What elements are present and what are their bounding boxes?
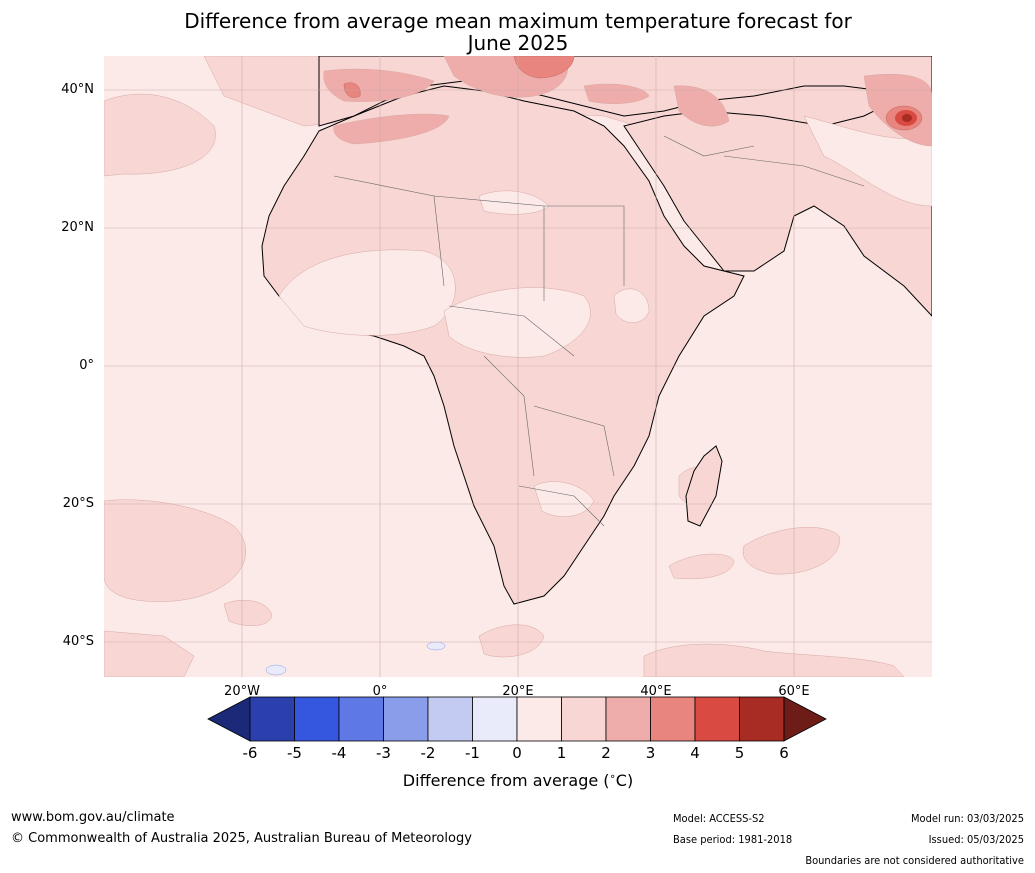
- colorbar-segment: [694, 696, 740, 742]
- anomaly-0-1-region: [803, 115, 932, 207]
- lat-label-0: 0°: [79, 358, 94, 373]
- colorbar-tick-label: 6: [779, 744, 789, 762]
- lon-label-60e: 60°E: [778, 684, 810, 699]
- ocean-anomaly-patch: [223, 600, 273, 626]
- lat-label-40s: 40°S: [62, 634, 94, 649]
- ocean-anomaly-patch: [668, 553, 735, 580]
- footer-site: www.bom.gov.au/climate: [11, 810, 175, 825]
- forecast-map: [104, 56, 932, 677]
- colorbar-segment: [383, 696, 429, 742]
- colorbar-tick-label: 5: [734, 744, 745, 762]
- anomaly-6-plus-hotspot: [902, 114, 912, 122]
- colorbar-segment: [427, 696, 473, 742]
- colorbar-tick-label: 4: [690, 744, 700, 762]
- colorbar-tick-label: -2: [420, 744, 436, 762]
- footer-copyright: © Commonwealth of Australia 2025, Austra…: [11, 831, 472, 846]
- map-panel: [104, 56, 932, 677]
- ocean-anomaly-patch: [742, 527, 840, 575]
- cool-anomaly-patch: [426, 641, 446, 651]
- anomaly-2-3-region: [583, 83, 650, 104]
- colorbar-segment: [338, 696, 384, 742]
- anomaly-0-1-region: [278, 249, 456, 336]
- colorbar-tick-label: 3: [645, 744, 656, 762]
- country-borders: [333, 135, 865, 527]
- cool-anomaly-patch: [265, 664, 287, 676]
- anomaly-0-1-region: [533, 481, 595, 517]
- colorbar-label: Difference from average (∘C): [402, 771, 634, 790]
- colorbar-segment: [561, 696, 607, 742]
- colorbar-tick-label: -3: [376, 744, 391, 762]
- ocean-anomaly-patch: [643, 643, 905, 677]
- anomaly-0-1-region: [613, 288, 650, 323]
- ocean-anomaly-patch: [478, 624, 545, 658]
- footer-model-run: Model run: 03/03/2025: [911, 812, 1024, 825]
- colorbar-extend-low: [207, 696, 251, 742]
- map-title: Difference from average mean maximum tem…: [104, 10, 932, 54]
- colorbar-tick-label: -5: [287, 744, 302, 762]
- lat-label-40n: 40°N: [61, 82, 94, 97]
- colorbar-extend-high: [783, 696, 827, 742]
- map-gridlines: [104, 56, 932, 677]
- anomaly-2-3-region: [673, 85, 730, 127]
- colorbar-segment: [294, 696, 340, 742]
- colorbar-segment: [605, 696, 651, 742]
- colorbar-tick-label: 0: [512, 744, 522, 762]
- colorbar-segment: [650, 696, 696, 742]
- colorbar-segment: [516, 696, 562, 742]
- colorbar-segment: [249, 696, 295, 742]
- colorbar-tick-label: -6: [242, 744, 258, 762]
- colorbar-tick-label: -1: [465, 744, 480, 762]
- title-line-2: June 2025: [467, 31, 569, 55]
- lon-label-40e: 40°E: [640, 684, 672, 699]
- colorbar-tick-label: 2: [601, 744, 611, 762]
- colorbar-segment: [739, 696, 785, 742]
- anomaly-2-3-region: [333, 113, 450, 145]
- lat-label-20s: 20°S: [62, 496, 94, 511]
- footer-base-period: Base period: 1981-2018: [673, 833, 793, 846]
- colorbar-segment: [472, 696, 518, 742]
- colorbar-tick-label: -4: [331, 744, 347, 762]
- lat-label-20n: 20°N: [61, 220, 94, 235]
- ocean-anomaly-patch: [104, 499, 246, 602]
- madagascar: [685, 445, 723, 527]
- ocean-anomaly-patch: [104, 93, 216, 177]
- lon-label-0: 0°: [372, 684, 388, 699]
- footer-model: Model: ACCESS-S2: [673, 812, 765, 825]
- colorbar-tick-label: 1: [556, 744, 567, 762]
- lon-label-20e: 20°E: [502, 684, 534, 699]
- footer-issued: Issued: 05/03/2025: [928, 833, 1024, 846]
- ocean-anomaly-patch: [104, 630, 195, 677]
- footer-disclaimer: Boundaries are not considered authoritat…: [805, 854, 1024, 867]
- lon-label-20w: 20°W: [224, 684, 260, 699]
- title-line-1: Difference from average mean maximum tem…: [184, 9, 852, 33]
